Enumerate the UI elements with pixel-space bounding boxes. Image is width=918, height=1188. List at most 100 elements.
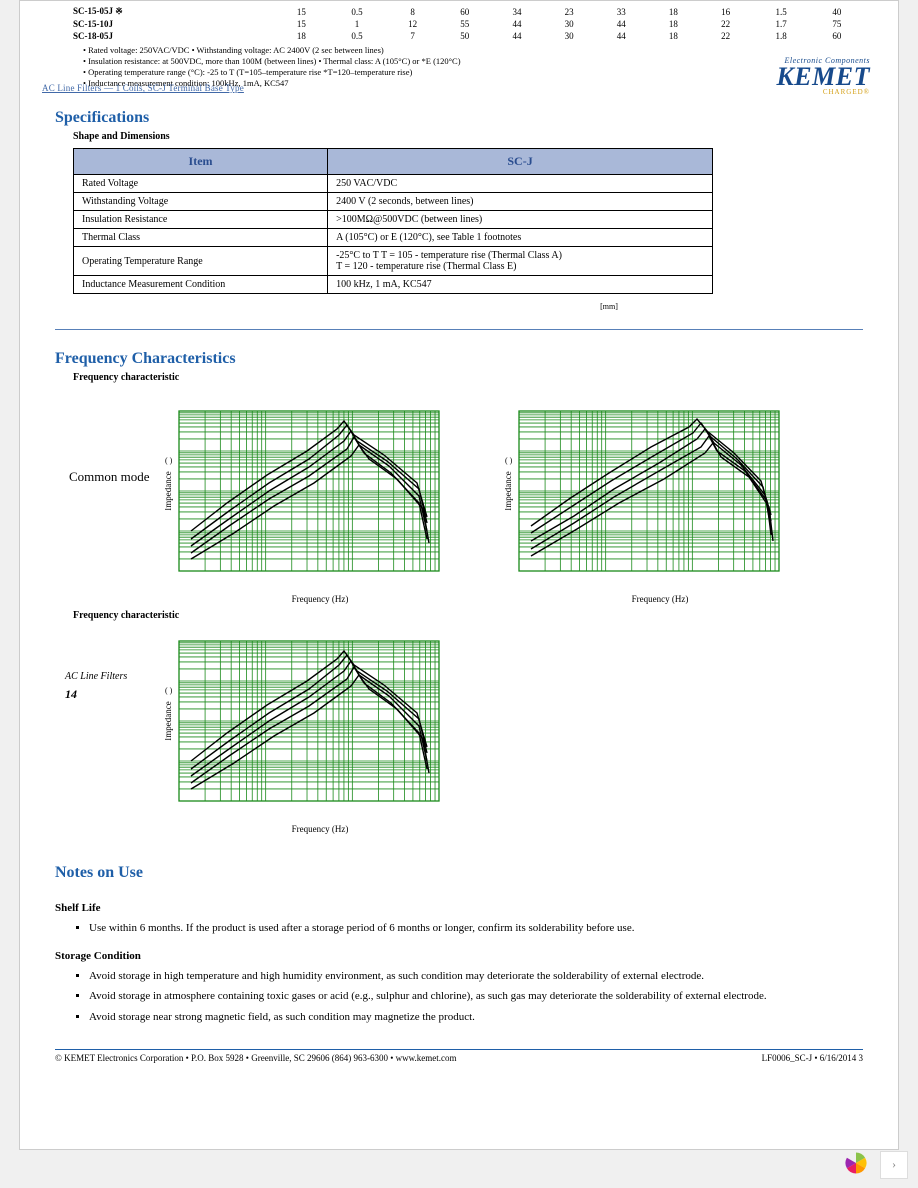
x-axis-label-2: Frequency (Hz): [535, 594, 785, 604]
spec-key: Insulation Resistance: [74, 211, 328, 229]
cell: 18: [647, 30, 699, 42]
part-number: SC-18-05J: [55, 30, 275, 42]
cell: 30: [543, 18, 595, 30]
chart-row-1: Common mode Impedance( ) Frequency (Hz) …: [165, 401, 863, 604]
table-row: SC-18-05J180.575044304418221.860: [55, 30, 863, 42]
shape-dimensions-heading: Shape and Dimensions: [73, 131, 863, 142]
kemet-logo: Electronic Components KEMET CHARGED®: [776, 56, 870, 96]
svg-text:Impedance: Impedance: [165, 701, 173, 740]
cell: 30: [543, 30, 595, 42]
cell: 22: [699, 18, 751, 30]
doc-link[interactable]: AC Line Filters — 1 Coils, SC-J Terminal…: [42, 83, 244, 95]
list-item: Use within 6 months. If the product is u…: [89, 920, 863, 937]
freq-sub-heading-2: Frequency characteristic: [73, 610, 863, 621]
footnote-line: • Rated voltage: 250VAC/VDC • Withstandi…: [83, 45, 863, 56]
chart-1: Common mode Impedance( ) Frequency (Hz): [165, 401, 445, 604]
spec-key: Withstanding Voltage: [74, 193, 328, 211]
spec-table: Item SC-J Rated Voltage250 VAC/VDCWithst…: [73, 148, 713, 294]
table-footnotes: AC Line Filters — 1 Coils, SC-J Terminal…: [83, 45, 863, 89]
spec-key: Rated Voltage: [74, 175, 328, 193]
mm-unit-label: [mm]: [355, 302, 863, 311]
top-data-table: SC-15-05J ※150.586034233318161.540SC-15-…: [55, 5, 863, 42]
cell: 55: [439, 18, 491, 30]
spec-key: Inductance Measurement Condition: [74, 276, 328, 294]
common-mode-label: Common mode: [69, 469, 150, 485]
cell: 44: [595, 18, 647, 30]
cell: 40: [811, 5, 863, 18]
list-item: Avoid storage near strong magnetic field…: [89, 1009, 863, 1026]
cell: 1.7: [752, 18, 811, 30]
chart-3: AC Line Filters 14 Impedance( ) Frequenc…: [165, 631, 445, 834]
spec-val: A (105°C) or E (120°C), see Table 1 foot…: [328, 229, 713, 247]
svg-text:( ): ( ): [165, 686, 173, 695]
footer-right: LF0006_SC-J • 6/16/2014 3: [762, 1053, 863, 1063]
svg-text:( ): ( ): [165, 456, 173, 465]
spec-key: Thermal Class: [74, 229, 328, 247]
cell: 44: [491, 18, 543, 30]
x-axis-label-1: Frequency (Hz): [195, 594, 445, 604]
chart-2: Impedance ( ) Frequency (Hz): [505, 401, 785, 604]
spec-key: Operating Temperature Range: [74, 247, 328, 276]
cell: 60: [439, 5, 491, 18]
svg-text:Impedance: Impedance: [505, 471, 513, 510]
page: SC-15-05J ※150.586034233318161.540SC-15-…: [19, 0, 899, 1150]
cell: 0.5: [327, 5, 386, 18]
table-row: Thermal ClassA (105°C) or E (120°C), see…: [74, 229, 713, 247]
freq-sub-heading: Frequency characteristic: [73, 372, 863, 383]
svg-text:( ): ( ): [505, 456, 513, 465]
svg-text:Impedance: Impedance: [165, 471, 173, 510]
notes-body: Shelf Life Use within 6 months. If the p…: [55, 900, 863, 1025]
table-row: Operating Temperature Range-25°C to T T …: [74, 247, 713, 276]
shelf-life-heading: Shelf Life: [55, 900, 863, 917]
cell: 75: [811, 18, 863, 30]
frequency-heading: Frequency Characteristics: [55, 350, 863, 368]
cell: 18: [275, 30, 327, 42]
cell: 18: [647, 5, 699, 18]
cell: 1: [327, 18, 386, 30]
cell: 16: [699, 5, 751, 18]
spec-val: 100 kHz, 1 mA, KC547: [328, 276, 713, 294]
cell: 18: [647, 18, 699, 30]
page-footer: © KEMET Electronics Corporation • P.O. B…: [55, 1049, 863, 1063]
next-page-button[interactable]: ›: [880, 1151, 908, 1179]
part-number: SC-15-10J: [55, 18, 275, 30]
storage-heading: Storage Condition: [55, 948, 863, 965]
table-row: Inductance Measurement Condition100 kHz,…: [74, 276, 713, 294]
footnote-line: • Insulation resistance: at 500VDC, more…: [83, 56, 863, 67]
cell: 15: [275, 5, 327, 18]
notes-heading: Notes on Use: [55, 864, 863, 882]
table-row: SC-15-10J151125544304418221.775: [55, 18, 863, 30]
cell: 50: [439, 30, 491, 42]
logo-text: KEMET: [776, 65, 870, 88]
cell: 22: [699, 30, 751, 42]
spec-val: 250 VAC/VDC: [328, 175, 713, 193]
table-row: SC-15-05J ※150.586034233318161.540: [55, 5, 863, 18]
cell: 60: [811, 30, 863, 42]
table-row: Withstanding Voltage2400 V (2 seconds, b…: [74, 193, 713, 211]
cell: 8: [387, 5, 439, 18]
part-number: SC-15-05J ※: [55, 5, 275, 18]
chart-row-2: AC Line Filters 14 Impedance( ) Frequenc…: [165, 631, 863, 834]
list-item: Avoid storage in high temperature and hi…: [89, 968, 863, 985]
spec-col-item: Item: [74, 149, 328, 175]
footer-left: © KEMET Electronics Corporation • P.O. B…: [55, 1053, 457, 1063]
specifications-heading: Specifications: [55, 109, 863, 127]
list-item: Avoid storage in atmosphere containing t…: [89, 988, 863, 1005]
cell: 7: [387, 30, 439, 42]
x-axis-label-3: Frequency (Hz): [195, 824, 445, 834]
cell: 33: [595, 5, 647, 18]
pager-controls: ›: [842, 1149, 908, 1180]
side-num-label: 14: [65, 687, 77, 702]
cell: 23: [543, 5, 595, 18]
footnote-line: • Operating temperature range (°C): -25 …: [83, 67, 863, 78]
section-divider: [55, 329, 863, 330]
spec-val: 2400 V (2 seconds, between lines): [328, 193, 713, 211]
cell: 15: [275, 18, 327, 30]
app-icon: [842, 1149, 870, 1180]
cell: 0.5: [327, 30, 386, 42]
cell: 1.5: [752, 5, 811, 18]
cell: 44: [595, 30, 647, 42]
cell: 44: [491, 30, 543, 42]
cell: 1.8: [752, 30, 811, 42]
spec-col-scj: SC-J: [328, 149, 713, 175]
